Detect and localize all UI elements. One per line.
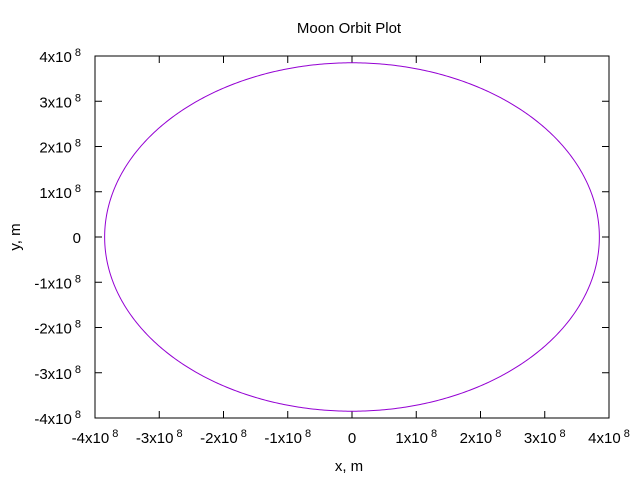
y-tick-label-exponent: 8	[75, 138, 81, 150]
y-tick-label: -3x10 8	[34, 364, 81, 383]
y-tick-label: -1x10 8	[34, 273, 81, 292]
y-axis-label: y, m	[7, 223, 24, 250]
x-tick-label-mantissa: 4x10	[588, 430, 621, 447]
x-tick-label: 3x10 8	[524, 428, 566, 447]
y-tick-label-exponent: 8	[75, 364, 81, 376]
y-tick-label-mantissa: 2x10	[39, 140, 72, 157]
x-tick-label-exponent: 8	[559, 428, 565, 440]
x-tick-label: -2x10 8	[200, 428, 247, 447]
x-tick-label-exponent: 8	[176, 428, 182, 440]
series-layer	[104, 62, 600, 412]
x-tick-label-mantissa: -4x10	[72, 430, 110, 447]
x-tick-label-exponent: 8	[431, 428, 437, 440]
y-tick-label-mantissa: 0	[73, 230, 81, 247]
x-tick-label-mantissa: 1x10	[395, 430, 428, 447]
x-tick-label: -3x10 8	[136, 428, 183, 447]
x-tick-label-exponent: 8	[112, 428, 118, 440]
y-tick-label: 3x10 8	[39, 92, 81, 111]
y-tick-label-mantissa: -4x10	[34, 411, 72, 428]
y-tick-label-exponent: 8	[75, 273, 81, 285]
chart-title: Moon Orbit Plot	[297, 20, 402, 37]
x-tick-label-mantissa: 0	[348, 430, 356, 447]
x-tick-label: 0	[348, 430, 356, 447]
y-tick-label-mantissa: -2x10	[34, 321, 72, 338]
x-tick-label-mantissa: 2x10	[460, 430, 493, 447]
x-tick-label-mantissa: -1x10	[264, 430, 302, 447]
y-tick-label-mantissa: -1x10	[34, 275, 72, 292]
x-axis-label: x, m	[335, 458, 363, 475]
x-tick-label-mantissa: 3x10	[524, 430, 557, 447]
y-tick-label: -4x10 8	[34, 409, 81, 428]
y-tick-label-exponent: 8	[75, 409, 81, 421]
y-tick-label: 2x10 8	[39, 138, 81, 157]
x-tick-label: -4x10 8	[72, 428, 119, 447]
y-tick-label-mantissa: 4x10	[39, 49, 72, 66]
y-tick-label: -2x10 8	[34, 319, 81, 338]
x-axis-ticks: -4x10 8 -3x10 8 -2x10 8 -1x10 8 0 1x10 8 2x10 8 3x10 8…	[72, 56, 630, 447]
x-tick-label: -1x10 8	[264, 428, 311, 447]
x-tick-label-exponent: 8	[495, 428, 501, 440]
x-tick-label-exponent: 8	[624, 428, 630, 440]
y-tick-label: 4x10 8	[39, 47, 81, 66]
x-tick-label: 1x10 8	[395, 428, 437, 447]
y-tick-label: 1x10 8	[39, 183, 81, 202]
y-tick-label-mantissa: -3x10	[34, 366, 72, 383]
orbit-path	[104, 62, 600, 412]
x-tick-label-exponent: 8	[305, 428, 311, 440]
plot-frame	[94, 55, 610, 419]
x-tick-label-mantissa: -2x10	[200, 430, 238, 447]
x-tick-label-exponent: 8	[241, 428, 247, 440]
y-tick-label-exponent: 8	[75, 47, 81, 59]
x-tick-label-mantissa: -3x10	[136, 430, 174, 447]
y-tick-label-exponent: 8	[75, 319, 81, 331]
y-tick-label-exponent: 8	[75, 92, 81, 104]
y-tick-label: 0	[73, 230, 81, 247]
y-tick-label-mantissa: 3x10	[39, 94, 72, 111]
y-tick-label-exponent: 8	[75, 183, 81, 195]
x-tick-label: 2x10 8	[460, 428, 502, 447]
y-tick-label-mantissa: 1x10	[39, 185, 72, 202]
x-tick-label: 4x10 8	[588, 428, 630, 447]
